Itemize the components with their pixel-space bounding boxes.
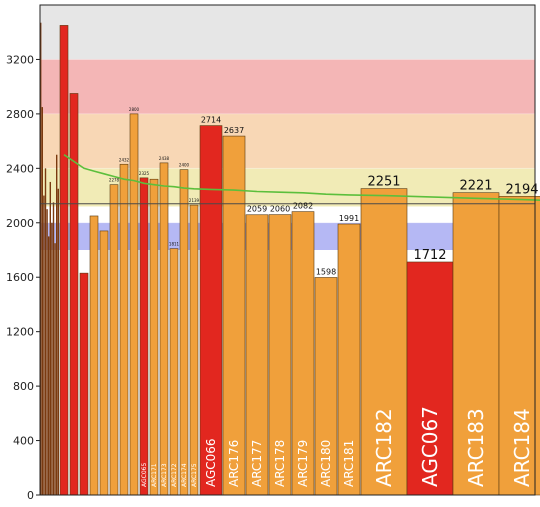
bar-13 xyxy=(189,204,199,496)
y-tick-label-2: 800 xyxy=(13,380,34,393)
trend-line xyxy=(63,154,540,201)
bar-category-label-24: ARC184 xyxy=(510,408,534,487)
bar-value-label-19: 1598 xyxy=(316,267,336,276)
dense-bar-6 xyxy=(49,181,51,495)
bar-value-label-13: 2139 xyxy=(189,198,200,203)
bar-12 xyxy=(179,169,189,496)
bar-5 xyxy=(109,184,119,496)
bar-7 xyxy=(129,113,139,496)
bar-category-label-23: ARC183 xyxy=(464,408,488,487)
bar-value-label-6: 2432 xyxy=(119,157,130,162)
bar-category-label-11: ARC172 xyxy=(171,463,178,487)
bar-value-label-14: 2714 xyxy=(201,116,221,125)
plot-frame xyxy=(39,4,536,496)
dense-bar-4 xyxy=(46,209,48,495)
bar-4 xyxy=(99,230,109,496)
bar-0 xyxy=(59,25,69,496)
y-axis: 0 400 800 1200 1600 2000 2400 2800 3200 xyxy=(6,53,40,502)
bar-value-label-22: 1712 xyxy=(413,248,446,263)
band-0 xyxy=(40,5,535,60)
y-tick-label-7: 2800 xyxy=(6,108,34,121)
trend-line-group xyxy=(40,154,540,205)
bar-value-label-17: 2060 xyxy=(270,205,290,214)
y-tick-label-8: 3200 xyxy=(6,53,34,66)
bar-category-label-15: ARC176 xyxy=(227,440,241,487)
dense-bar-11 xyxy=(57,188,59,495)
dense-bar-0 xyxy=(40,22,42,495)
bar-value-label-11: 1811 xyxy=(169,242,180,247)
bar-category-label-19: ARC180 xyxy=(319,440,333,487)
bar-9 xyxy=(149,178,159,496)
bar-category-label-8: AGC065 xyxy=(141,463,148,487)
bar-category-label-22: AGC067 xyxy=(418,406,442,487)
band-2 xyxy=(40,113,535,169)
y-tick-label-5: 2000 xyxy=(6,217,34,230)
bar-value-label-24: 2194 xyxy=(505,182,538,197)
bar-category-label-16: ARC177 xyxy=(250,440,264,487)
dense-bar-5 xyxy=(48,236,50,495)
bar-8 xyxy=(139,177,149,496)
bar-24 xyxy=(498,196,540,496)
bar-category-label-21: ARC182 xyxy=(372,408,396,487)
bar-21 xyxy=(360,188,408,496)
y-tick-label-3: 1200 xyxy=(6,326,34,339)
bar-23 xyxy=(452,192,500,496)
bar-category-label-18: ARC179 xyxy=(296,440,310,487)
dense-bar-8 xyxy=(52,202,55,495)
bar-value-label-7: 2800 xyxy=(129,107,140,112)
y-tick-label-6: 2400 xyxy=(6,162,34,175)
bar-3 xyxy=(89,215,99,496)
bar-category-label-9: ARC171 xyxy=(151,463,158,487)
bar-2 xyxy=(79,272,89,496)
bar-value-label-18: 2082 xyxy=(293,202,313,211)
bar-value-label-16: 2059 xyxy=(247,205,267,214)
bar-value-label-12: 2400 xyxy=(179,163,190,168)
bar-category-label-14: AGC066 xyxy=(204,438,218,487)
bar-11 xyxy=(169,248,179,496)
bar-value-label-15: 2637 xyxy=(224,126,244,135)
bar-value-label-21: 2251 xyxy=(367,175,400,190)
bar-value-label-20: 1991 xyxy=(339,214,359,223)
dense-bar-1 xyxy=(41,107,43,495)
bar-labels-group: 2278 2432 2800 2325 AGC065 ARC171 2438 ARC173 18… xyxy=(109,107,539,487)
bar-category-label-13: ARC175 xyxy=(191,463,198,487)
bars-group xyxy=(40,22,540,496)
bar-value-label-23: 2221 xyxy=(459,179,492,194)
bar-value-label-8: 2325 xyxy=(139,171,150,176)
dense-bar-9 xyxy=(54,243,56,495)
dense-bar-10 xyxy=(56,154,58,495)
y-tick-label-4: 1600 xyxy=(6,271,34,284)
bar-6 xyxy=(119,163,129,496)
band-1 xyxy=(40,59,535,114)
y-tick-label-1: 400 xyxy=(13,435,34,448)
dense-bar-7 xyxy=(51,222,53,495)
bar-category-label-17: ARC178 xyxy=(273,440,287,487)
bar-category-label-10: ARC173 xyxy=(161,463,168,487)
bar-value-label-10: 2438 xyxy=(159,156,170,161)
bar-10 xyxy=(159,162,169,496)
bar-category-label-20: ARC181 xyxy=(342,440,356,487)
bar-category-label-12: ARC174 xyxy=(181,463,188,487)
dense-bar-2 xyxy=(43,195,45,496)
bar-1 xyxy=(69,93,79,496)
dense-bar-3 xyxy=(44,168,47,496)
bar-22 xyxy=(406,261,454,496)
bar-value-label-5: 2278 xyxy=(109,178,120,183)
y-tick-label-0: 0 xyxy=(27,489,34,502)
